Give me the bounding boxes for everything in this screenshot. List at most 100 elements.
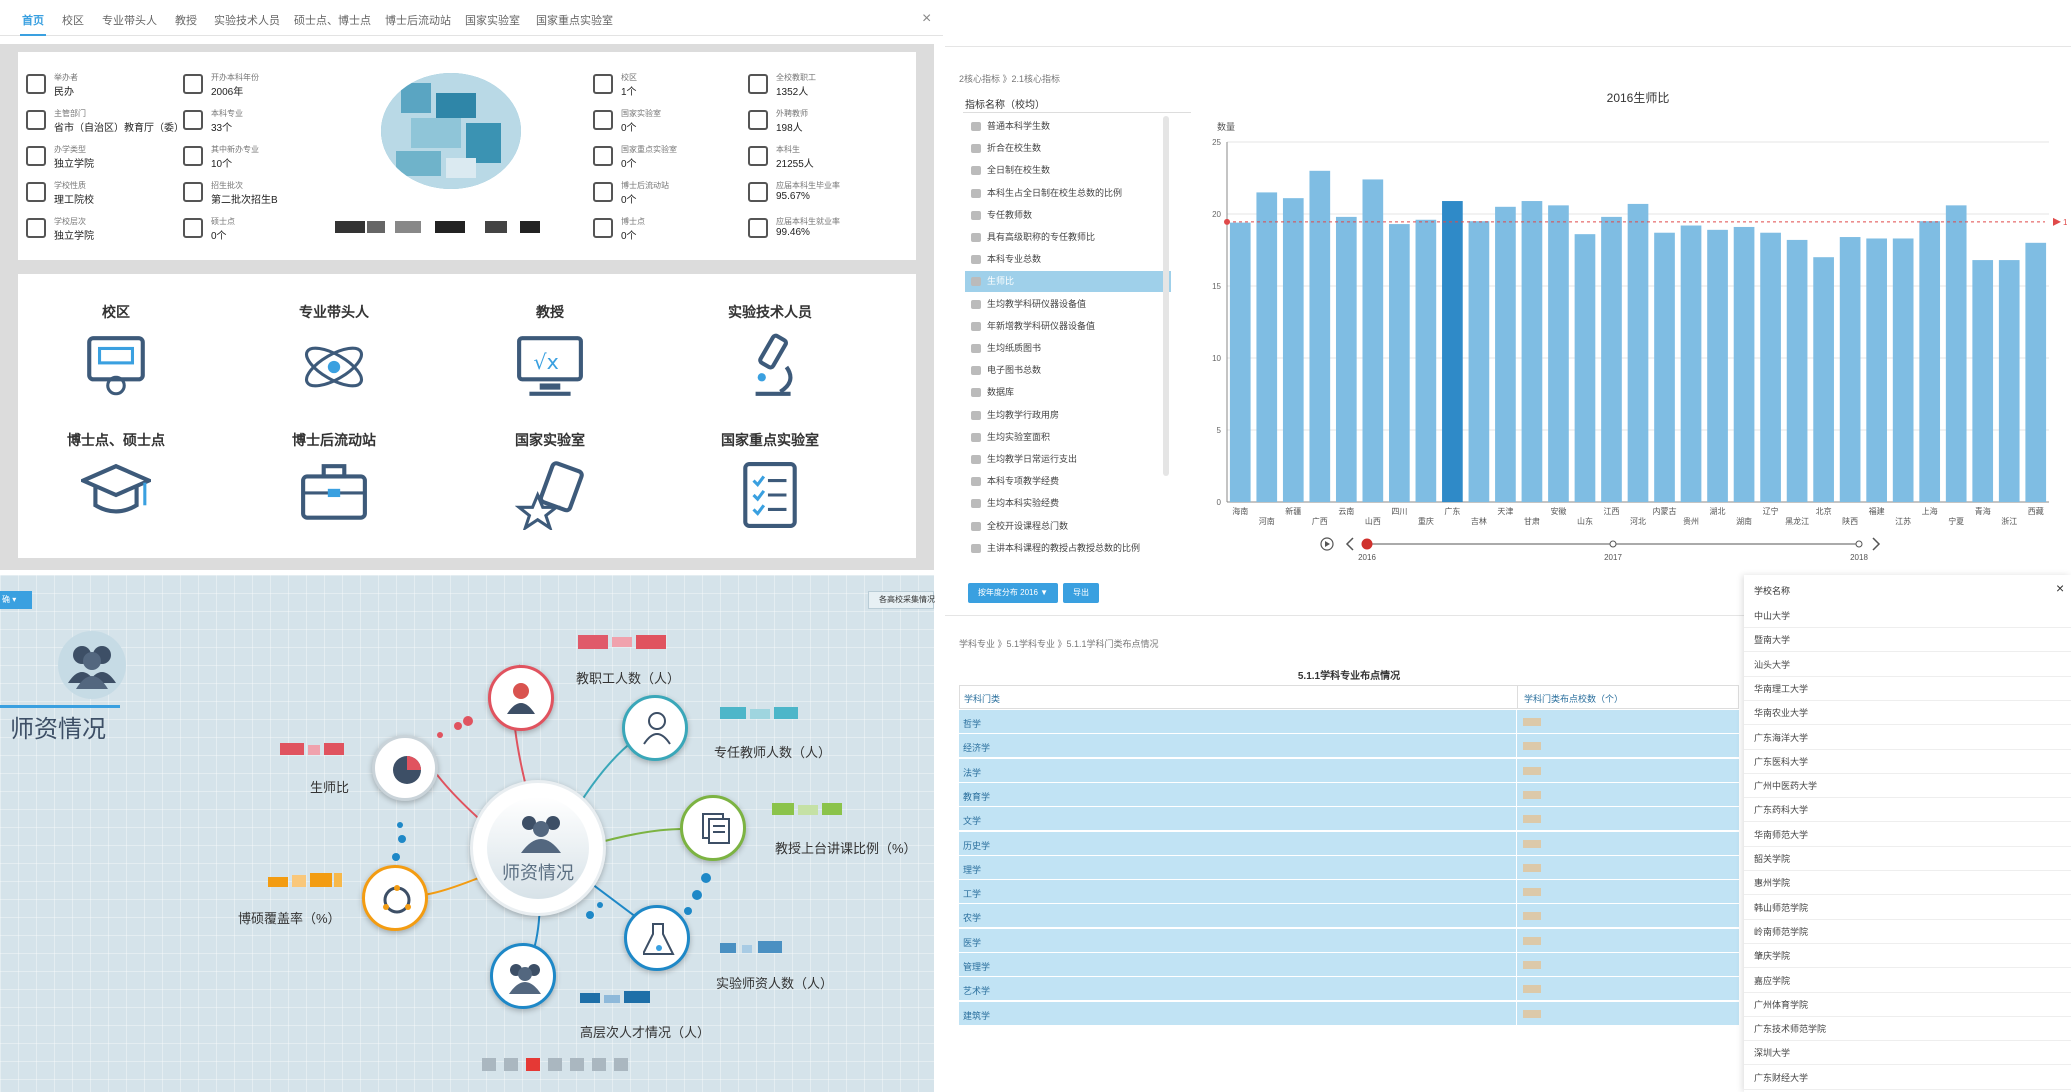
carousel-dot-active[interactable] (526, 1058, 540, 1071)
carousel-dot[interactable] (614, 1058, 628, 1071)
carousel-dot[interactable] (504, 1058, 518, 1071)
tab-7[interactable]: 国家实验室 (465, 15, 520, 27)
school-item[interactable]: 嘉应学院 (1744, 969, 2071, 993)
dropdown-button[interactable]: 确 ▾ (0, 591, 32, 609)
timeline-point[interactable] (1361, 538, 1373, 550)
indicator-item[interactable]: 生均纸质图书 (965, 338, 1171, 359)
function-tile[interactable]: 校区 (36, 302, 196, 407)
table-row[interactable]: 哲学 (959, 709, 1739, 734)
school-item[interactable]: 广东财经大学 (1744, 1066, 2071, 1090)
lecture-ratio-bubble[interactable] (680, 795, 746, 861)
table-row[interactable]: 艺术学 (959, 976, 1739, 1002)
function-tile[interactable]: 实验技术人员 (690, 302, 850, 407)
carousel-dot[interactable] (548, 1058, 562, 1071)
carousel-dot[interactable] (482, 1058, 496, 1071)
school-item[interactable]: 广东海洋大学 (1744, 726, 2071, 750)
school-item[interactable]: 岭南师范学院 (1744, 920, 2071, 944)
school-item[interactable]: 中山大学 (1744, 604, 2071, 628)
school-item[interactable]: 肇庆学院 (1744, 944, 2071, 969)
function-tile[interactable]: 教授 √x (470, 302, 630, 407)
indicator-item[interactable]: 普通本科学生数 (965, 116, 1171, 137)
indicator-item[interactable]: 全校开设课程总门数 (965, 516, 1171, 537)
school-item[interactable]: 华南师范大学 (1744, 823, 2071, 847)
next-arrow-icon[interactable] (1872, 537, 1881, 551)
indicator-item[interactable]: 具有高级职称的专任教师比 (965, 227, 1171, 248)
table-row[interactable]: 经济学 (959, 733, 1739, 759)
timeline-point[interactable] (1855, 540, 1863, 548)
indicator-scrollbar[interactable] (1163, 116, 1169, 476)
tab-6[interactable]: 博士后流动站 (385, 15, 451, 27)
function-tile[interactable]: 国家重点实验室 (690, 430, 850, 535)
talent-bubble[interactable] (490, 943, 556, 1009)
info-label: 博士点 (621, 217, 645, 226)
coverage-bubble[interactable] (362, 865, 428, 931)
school-item[interactable]: 广东技术师范学院 (1744, 1017, 2071, 1042)
ratio-bubble[interactable] (372, 735, 438, 801)
indicator-item[interactable]: 折合在校生数 (965, 138, 1171, 159)
indicator-item[interactable]: 年新增教学科研仪器设备值 (965, 316, 1171, 337)
school-list-panel (1744, 575, 2071, 1092)
table-row[interactable]: 农学 (959, 903, 1739, 929)
indicator-item[interactable]: 电子图书总数 (965, 360, 1171, 381)
school-item[interactable]: 惠州学院 (1744, 871, 2071, 896)
export-button[interactable]: 导出 (1063, 583, 1099, 603)
indicator-item[interactable]: 本科生占全日制在校生总数的比例 (965, 183, 1171, 204)
carousel-dot[interactable] (592, 1058, 606, 1071)
close-icon[interactable]: × (2056, 580, 2065, 596)
indicator-item[interactable]: 本科专业总数 (965, 249, 1171, 270)
tab-2[interactable]: 专业带头人 (102, 15, 157, 27)
play-button[interactable] (1320, 537, 1334, 551)
school-item[interactable]: 暨南大学 (1744, 628, 2071, 653)
function-tile[interactable]: 专业带头人 (254, 302, 414, 407)
indicator-item[interactable]: 生均教学日常运行支出 (965, 449, 1171, 470)
fulltime-teacher-bubble[interactable] (622, 695, 688, 761)
tab-4[interactable]: 实验技术人员 (214, 15, 280, 27)
table-row[interactable]: 文学 (959, 806, 1739, 832)
indicator-item[interactable]: 主讲本科课程的教授占教授总数的比例 (965, 538, 1171, 559)
school-item[interactable]: 深圳大学 (1744, 1041, 2071, 1066)
tab-8[interactable]: 国家重点实验室 (536, 15, 613, 27)
school-item[interactable]: 华南理工大学 (1744, 677, 2071, 701)
school-item[interactable]: 广东药科大学 (1744, 798, 2071, 823)
indicator-item[interactable]: 专任教师数 (965, 205, 1171, 226)
school-item[interactable]: 广州体育学院 (1744, 993, 2071, 1017)
indicator-item[interactable]: 生均本科实验经费 (965, 493, 1171, 514)
carousel-dot[interactable] (570, 1058, 584, 1071)
info-item: 学校性质 理工院校 (26, 180, 176, 206)
tab-0[interactable]: 首页 (20, 12, 46, 36)
collection-status-button[interactable]: 各高校采集情况 (868, 591, 935, 609)
staff-bubble[interactable] (488, 665, 554, 731)
table-row[interactable]: 医学 (959, 927, 1739, 953)
table-row[interactable]: 理学 (959, 854, 1739, 880)
tab-3[interactable]: 教授 (175, 15, 197, 27)
timeline-point[interactable] (1609, 540, 1617, 548)
indicator-item[interactable]: 本科专项教学经费 (965, 471, 1171, 492)
indicator-item[interactable]: 生均实验室面积 (965, 427, 1171, 448)
close-icon[interactable]: × (922, 10, 932, 27)
school-item[interactable]: 韩山师范学院 (1744, 896, 2071, 920)
indicator-item[interactable]: 数据库 (965, 382, 1171, 403)
indicator-item[interactable]: 生师比 (965, 271, 1171, 293)
table-row[interactable]: 工学 (959, 879, 1739, 905)
school-item[interactable]: 广东医科大学 (1744, 750, 2071, 774)
function-tile[interactable]: 博士点、硕士点 (36, 430, 196, 535)
table-row[interactable]: 建筑学 (959, 1000, 1739, 1026)
tab-5[interactable]: 硕士点、博士点 (294, 15, 371, 27)
table-row[interactable]: 管理学 (959, 952, 1739, 977)
prev-arrow-icon[interactable] (1345, 537, 1354, 551)
school-item[interactable]: 广州中医药大学 (1744, 774, 2071, 799)
table-row[interactable]: 教育学 (959, 781, 1739, 807)
indicator-item[interactable]: 生均教学行政用房 (965, 405, 1171, 426)
table-row[interactable]: 法学 (959, 757, 1739, 783)
tab-1[interactable]: 校区 (62, 15, 84, 27)
table-row[interactable]: 历史学 (959, 830, 1739, 856)
school-item[interactable]: 韶关学院 (1744, 847, 2071, 871)
school-item[interactable]: 汕头大学 (1744, 653, 2071, 677)
function-tile[interactable]: 国家实验室 (470, 430, 630, 535)
function-tile[interactable]: 博士后流动站 (254, 430, 414, 535)
school-item[interactable]: 华南农业大学 (1744, 701, 2071, 726)
indicator-item[interactable]: 全日制在校生数 (965, 160, 1171, 181)
lab-teacher-bubble[interactable] (624, 905, 690, 971)
year-distribution-button[interactable]: 按年度分布 2016 ▼ (968, 583, 1058, 603)
indicator-item[interactable]: 生均教学科研仪器设备值 (965, 294, 1171, 315)
